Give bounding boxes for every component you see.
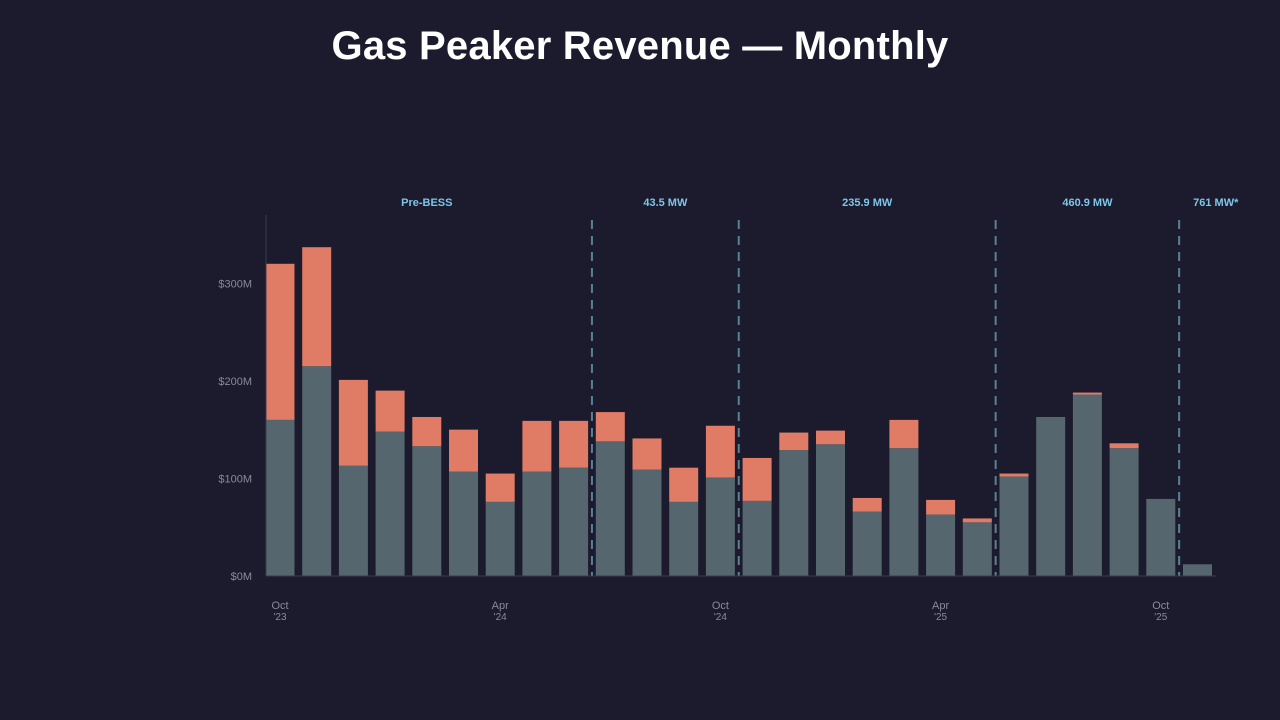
bar-lower bbox=[962, 522, 992, 576]
bar-lower bbox=[559, 467, 589, 576]
bar-upper bbox=[485, 473, 515, 502]
bar-lower bbox=[595, 441, 625, 576]
bar-lower bbox=[412, 446, 442, 576]
x-tick-label: Oct bbox=[712, 600, 729, 612]
bar-upper bbox=[375, 390, 405, 432]
bar-upper bbox=[595, 412, 625, 442]
y-tick-label: $300M bbox=[218, 278, 252, 290]
bar-upper bbox=[962, 518, 992, 523]
phase-label: Pre-BESS bbox=[401, 197, 452, 209]
bar-upper bbox=[412, 416, 442, 447]
bar-lower bbox=[1183, 564, 1212, 576]
bar-upper bbox=[999, 473, 1029, 477]
x-tick-label: Oct bbox=[271, 600, 288, 612]
bar-lower bbox=[632, 469, 662, 576]
bar-lower bbox=[265, 419, 295, 576]
bar-upper bbox=[1109, 443, 1139, 449]
x-tick-year-label: '25 bbox=[934, 612, 947, 623]
chart-title: Gas Peaker Revenue — Monthly bbox=[331, 24, 949, 68]
bar-lower bbox=[1072, 394, 1102, 576]
bar-lower bbox=[522, 471, 552, 576]
bar-upper bbox=[559, 420, 589, 468]
x-tick-year-label: '24 bbox=[494, 612, 507, 623]
bar-upper bbox=[265, 263, 295, 420]
x-tick-label: Oct bbox=[1152, 600, 1169, 612]
phase-label: 460.9 MW bbox=[1062, 197, 1113, 209]
bar-upper bbox=[302, 247, 332, 367]
bar-lower bbox=[779, 450, 809, 576]
phase-layer: Pre-BESS 43.5 MW 235.9 MW 460.9 MW 761 MW* bbox=[401, 197, 1239, 576]
bar-upper bbox=[779, 432, 809, 451]
bar-upper bbox=[669, 467, 699, 502]
bar-upper bbox=[449, 429, 478, 472]
bar-lower bbox=[669, 501, 699, 576]
phase-label: 761 MW* bbox=[1193, 197, 1239, 209]
axes-layer: $0M$100M$200M$300MOct'23Apr'24Oct'24Apr'… bbox=[218, 215, 1216, 623]
bars-layer bbox=[265, 247, 1212, 576]
bar-lower bbox=[852, 511, 882, 576]
bar-upper bbox=[926, 499, 956, 515]
bar-lower bbox=[816, 444, 845, 576]
bar-lower bbox=[1146, 498, 1176, 576]
bar-upper bbox=[852, 497, 882, 512]
bar-upper bbox=[522, 420, 552, 472]
bar-upper bbox=[889, 419, 919, 449]
bar-lower bbox=[705, 477, 735, 576]
bar-lower bbox=[1036, 416, 1066, 576]
y-tick-label: $100M bbox=[218, 473, 252, 485]
bar-lower bbox=[889, 448, 919, 576]
bar-lower bbox=[449, 471, 478, 576]
bar-lower bbox=[999, 476, 1029, 576]
bar-lower bbox=[485, 501, 515, 576]
bar-upper bbox=[742, 457, 772, 501]
x-tick-label: Apr bbox=[932, 600, 949, 612]
phase-label: 43.5 MW bbox=[643, 197, 688, 209]
bar-upper bbox=[632, 438, 662, 470]
y-tick-label: $0M bbox=[231, 571, 252, 583]
phase-label: 235.9 MW bbox=[842, 197, 893, 209]
x-tick-year-label: '23 bbox=[273, 612, 286, 623]
x-tick-year-label: '25 bbox=[1154, 612, 1167, 623]
bar-lower bbox=[926, 514, 956, 576]
bar-lower bbox=[375, 431, 405, 576]
bar-lower bbox=[1109, 448, 1139, 576]
bar-upper bbox=[1072, 392, 1102, 395]
bar-lower bbox=[302, 366, 332, 576]
y-tick-label: $200M bbox=[218, 376, 252, 388]
x-tick-label: Apr bbox=[492, 600, 509, 612]
bar-lower bbox=[742, 500, 772, 576]
bar-lower bbox=[338, 465, 368, 576]
bar-upper bbox=[705, 425, 735, 478]
x-tick-year-label: '24 bbox=[714, 612, 727, 623]
bar-upper bbox=[816, 430, 845, 445]
bar-upper bbox=[338, 379, 368, 466]
